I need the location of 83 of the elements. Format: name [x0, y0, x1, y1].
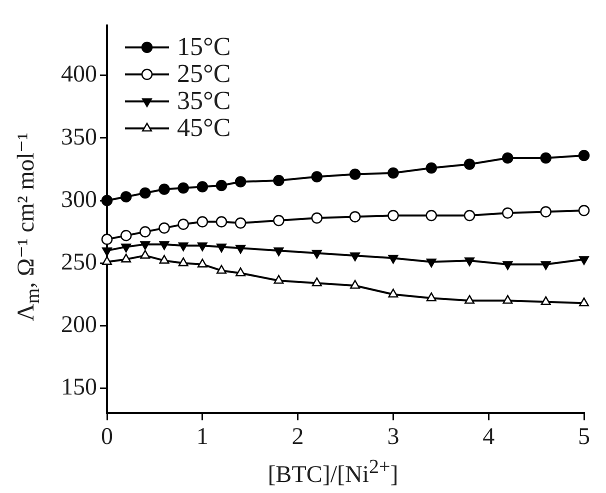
point [388, 210, 399, 222]
x-tick-label: 2 [292, 424, 304, 450]
point [178, 257, 188, 266]
point [121, 254, 132, 262]
point [426, 258, 436, 268]
point [234, 217, 246, 229]
point [540, 296, 551, 306]
y-tick-label: 250 [61, 249, 97, 276]
point [578, 204, 590, 216]
point [178, 218, 189, 230]
point [502, 207, 514, 219]
point [236, 267, 246, 276]
point [121, 244, 132, 252]
x-axis-title: [BTC]/[Ni$^{2+}$] [266, 456, 400, 489]
y-tick-label: 350 [61, 124, 97, 150]
point [159, 241, 170, 250]
point [464, 257, 474, 266]
point [349, 168, 361, 180]
point [216, 244, 226, 252]
point [464, 210, 476, 222]
point [311, 171, 323, 182]
point [140, 241, 150, 250]
point [196, 181, 208, 192]
point [140, 250, 150, 259]
point [158, 222, 170, 234]
x-tick-label: 5 [578, 424, 590, 450]
point [578, 150, 590, 162]
point [579, 256, 589, 265]
point [540, 261, 551, 270]
legend-label: 35°C [177, 86, 231, 116]
point [140, 187, 151, 199]
x-tick-label: 1 [196, 424, 208, 450]
point [216, 216, 228, 228]
point [273, 214, 284, 226]
point [311, 212, 323, 224]
point [120, 230, 132, 242]
point [197, 258, 208, 268]
point [178, 182, 189, 194]
point [101, 234, 113, 245]
y-tick-label: 400 [61, 62, 97, 88]
point [350, 280, 360, 289]
point [388, 254, 398, 264]
point [426, 162, 438, 174]
legend-label: 45°C [177, 113, 231, 142]
point [178, 242, 188, 252]
point [274, 247, 284, 256]
point [464, 294, 474, 304]
point [216, 180, 228, 192]
point [312, 277, 322, 286]
point [196, 216, 208, 228]
point [236, 244, 246, 254]
point [197, 242, 208, 252]
point [273, 174, 284, 186]
point [349, 211, 361, 222]
point [120, 191, 132, 202]
point [540, 152, 552, 164]
point [158, 184, 170, 195]
point [102, 247, 112, 256]
point [274, 274, 284, 284]
point [540, 206, 552, 218]
point [234, 176, 246, 188]
point [140, 226, 151, 238]
y-tick-label: 150 [61, 374, 97, 400]
x-tick-label: 0 [101, 424, 113, 450]
y-tick-label: 200 [61, 312, 97, 338]
point [350, 252, 360, 262]
legend-label: 25°C [177, 59, 231, 88]
x-tick-label: 4 [482, 424, 495, 450]
point [388, 288, 398, 298]
point [312, 250, 322, 259]
point [388, 167, 399, 179]
point [502, 261, 513, 270]
point [464, 158, 476, 170]
y-tick-label: 300 [61, 186, 97, 213]
point [426, 210, 438, 222]
x-tick-label: 3 [387, 424, 400, 450]
point [216, 264, 226, 274]
point [159, 254, 170, 264]
point [502, 152, 514, 164]
point [579, 297, 589, 306]
point [426, 292, 436, 302]
legend-label: 15°C [177, 32, 231, 62]
point [502, 294, 513, 304]
